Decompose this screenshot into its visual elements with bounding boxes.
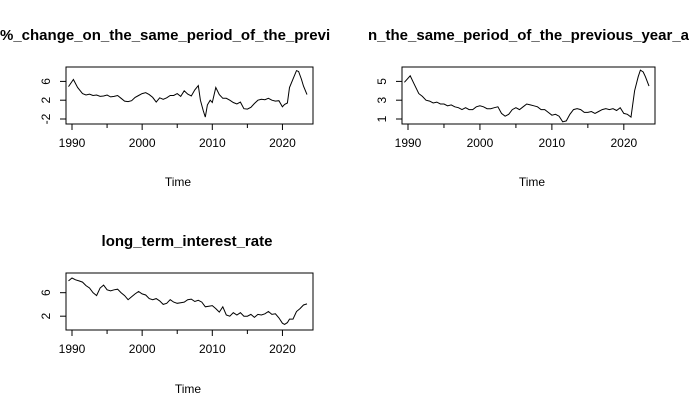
panel-1-ytick-label-6: 6 xyxy=(39,78,53,85)
panel-1-series-line-1 xyxy=(68,69,308,118)
panel-1-title: %_change_on_the_same_period_of_the_previ xyxy=(0,27,330,44)
panel-2-xlabel: Time xyxy=(519,175,546,189)
panel-3-xtick-label-2020: 2020 xyxy=(269,342,296,356)
panel-3-ytick-label-2: 2 xyxy=(39,313,53,320)
panel-3-frame xyxy=(65,272,314,331)
panel-2-xtick-label-2000: 2000 xyxy=(467,136,494,150)
panel-1-xlabel: Time xyxy=(165,175,192,189)
panel-2-title: n_the_same_period_of_the_previous_year_a xyxy=(368,27,689,44)
panel-1-ytick-label--2: -2 xyxy=(39,113,53,124)
panel-3-xtick-label-2000: 2000 xyxy=(129,342,156,356)
panel-2-ytick-label-5: 5 xyxy=(375,78,389,85)
panel-3-xtick-label-2010: 2010 xyxy=(199,342,226,356)
panel-2-frame xyxy=(401,66,656,125)
panel-2-ytick-label-3: 3 xyxy=(375,97,389,104)
panel-3-ytick-label-6: 6 xyxy=(39,289,53,296)
panel-3-xlabel: Time xyxy=(175,382,202,396)
panel-2-xtick-label-2020: 2020 xyxy=(610,136,637,150)
panel-3-xtick-label-1990: 1990 xyxy=(59,342,86,356)
panel-2-xtick-label-1990: 1990 xyxy=(395,136,422,150)
panel-1-xtick-label-2000: 2000 xyxy=(129,136,156,150)
panel-3-series-line-1 xyxy=(68,277,308,325)
panel-1-xtick-label-2020: 2020 xyxy=(269,136,296,150)
panel-2-series-line-1 xyxy=(404,69,650,123)
panel-1-xtick-label-2010: 2010 xyxy=(199,136,226,150)
panel-2-xtick-label-2010: 2010 xyxy=(539,136,566,150)
panel-1-xtick-label-1990: 1990 xyxy=(59,136,86,150)
panel-3-title: long_term_interest_rate xyxy=(102,233,273,250)
panel-1-ytick-label-2: 2 xyxy=(39,97,53,104)
panel-2-ytick-label-1: 1 xyxy=(375,115,389,122)
